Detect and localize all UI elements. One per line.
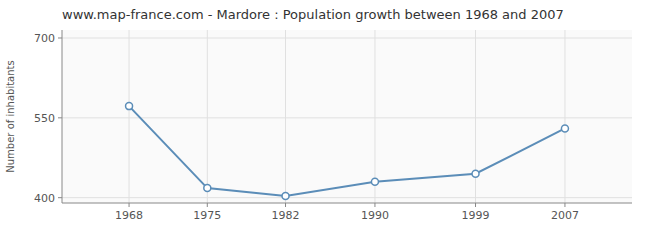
grid-line [62, 117, 632, 118]
grid-line [374, 30, 375, 203]
x-tick-label: 1999 [462, 209, 490, 222]
line [129, 106, 565, 196]
x-tick-label: 2007 [551, 209, 579, 222]
y-tick-label: 400 [34, 192, 55, 205]
point [204, 185, 211, 192]
x-tick [129, 203, 130, 207]
grid-line [207, 30, 208, 203]
x-tick-label: 1975 [193, 209, 221, 222]
x-tick-label: 1968 [115, 209, 143, 222]
grid-line [129, 30, 130, 203]
grid-line [62, 197, 632, 198]
title: www.map-france.com - Mardore : Populatio… [62, 7, 564, 22]
grid-line [564, 30, 565, 203]
y-tick [58, 37, 62, 38]
plot-area [62, 30, 632, 203]
point [126, 103, 133, 110]
grid-line [285, 30, 286, 203]
point [371, 178, 378, 185]
y-tick [58, 197, 62, 198]
chart: 1968 1975 1982 1990 1999 2007 400 550 700 Number … [0, 0, 650, 229]
point [561, 125, 568, 132]
series [126, 103, 569, 200]
x-tick [475, 203, 476, 207]
x-axis-line [62, 203, 632, 204]
x-tick [207, 203, 208, 207]
y-axis-label: Number of inhabitants [5, 60, 16, 172]
y-tick-label: 700 [34, 32, 55, 45]
x-tick-label: 1982 [272, 209, 300, 222]
y-tick [58, 117, 62, 118]
point [472, 170, 479, 177]
x-tick [564, 203, 565, 207]
x-tick [374, 203, 375, 207]
y-tick-label: 550 [34, 112, 55, 125]
grid-line [62, 37, 632, 38]
x-tick [285, 203, 286, 207]
point [282, 193, 289, 200]
y-axis-line [62, 30, 63, 203]
x-tick-label: 1990 [361, 209, 389, 222]
